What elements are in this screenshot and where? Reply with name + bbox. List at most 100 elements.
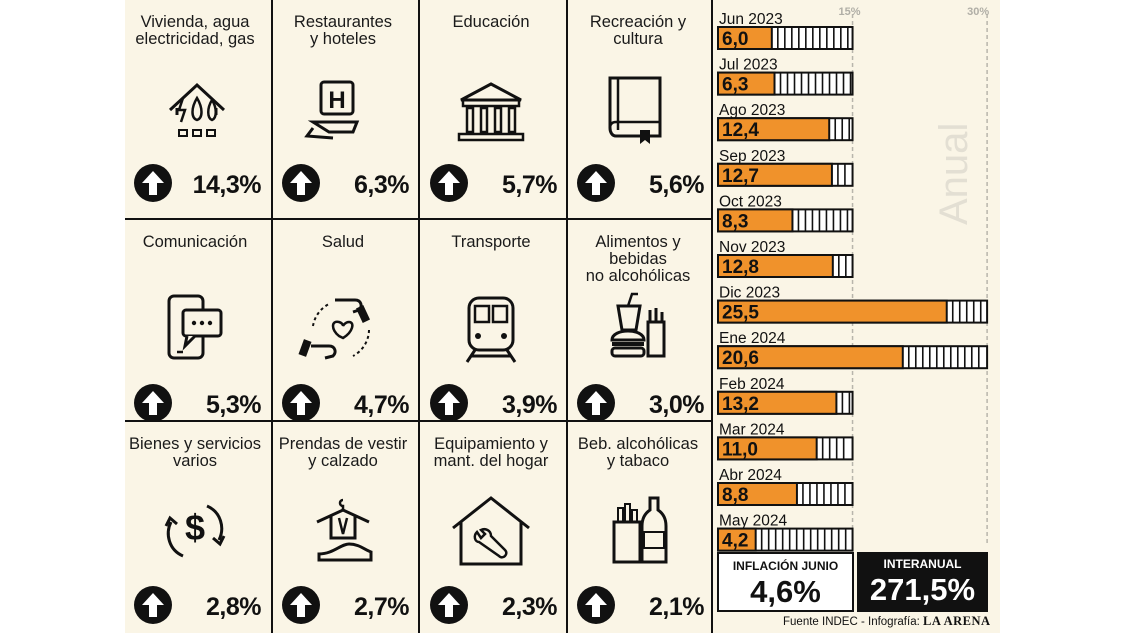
tick-label: 15%	[839, 6, 861, 18]
month-label: Mar 2024	[719, 421, 785, 438]
category-card: Equipamiento y mant. del hogar 2,3%	[421, 422, 561, 627]
bar-track-stripes	[777, 27, 849, 49]
month-label: Oct 2023	[719, 193, 782, 210]
yoy-inflation-value: 271,5%	[869, 572, 976, 607]
category-card: Alimentos y bebidas no alcohólicas 3,0%	[568, 220, 708, 425]
bar	[717, 208, 794, 233]
arrow-up-icon	[134, 164, 172, 202]
arrow-up-icon	[282, 586, 320, 624]
month-label: Abr 2024	[719, 467, 782, 484]
category-title: Equipamiento y mant. del hogar	[433, 435, 549, 470]
month-label: Jun 2023	[719, 11, 783, 28]
category-title: Bienes y servicios varios	[128, 435, 262, 470]
arrow-up-icon	[282, 384, 320, 422]
category-title: Prendas de vestir y calzado	[278, 435, 408, 470]
category-title: Transporte	[451, 233, 531, 251]
category-percentage: 4,7%	[354, 391, 409, 419]
bar-value-label: 12,7	[722, 166, 759, 187]
bar-track-stripes	[821, 437, 845, 460]
anual-side-label: Anual	[932, 123, 976, 225]
june-inflation-label: INFLACIÓN JUNIO	[732, 559, 839, 573]
food-drink-icon	[610, 292, 666, 358]
bar-track-stripes	[779, 72, 852, 95]
source-text: Fuente INDEC - Infografía:	[783, 616, 923, 628]
month-label: Dic 2023	[719, 285, 780, 302]
hotel-icon: H	[304, 80, 360, 140]
tick-label: 30%	[967, 6, 989, 18]
bar-value-label: 25,5	[722, 303, 759, 324]
category-percentage: 5,3%	[206, 391, 261, 419]
anual-text: Anual	[932, 123, 976, 225]
category-card: Educación 5,7%	[421, 0, 561, 205]
category-percentage: 2,7%	[354, 593, 409, 621]
category-percentage: 14,3%	[192, 171, 262, 199]
yoy-inflation-box: INTERANUAL 271,5%	[857, 552, 988, 612]
arrow-up-icon	[577, 384, 615, 422]
yoy-inflation-label: INTERANUAL	[883, 557, 962, 571]
category-title: Salud	[321, 233, 365, 251]
june-inflation-value: 4,6%	[750, 574, 821, 609]
category-card: Comunicación 5,3%	[125, 220, 265, 425]
category-percentage: 5,6%	[649, 171, 704, 199]
bar	[717, 117, 831, 142]
month-label: Sep 2023	[719, 148, 785, 165]
category-percentage: 3,0%	[649, 391, 704, 419]
train-icon	[465, 296, 517, 363]
category-title: Vivienda, agua electricidad, gas	[135, 13, 255, 48]
bar	[717, 26, 773, 50]
bar-track-stripes	[907, 346, 980, 369]
bar-value-label: 6,3	[722, 75, 748, 96]
bottle-cigarettes-icon	[612, 496, 668, 564]
category-card: Bienes y servicios varios $2,8%	[125, 422, 265, 627]
grid-divider-vertical	[711, 0, 713, 633]
arrow-up-icon	[577, 164, 615, 202]
month-label: May 2024	[719, 513, 787, 530]
category-percentage: 2,1%	[649, 593, 704, 621]
arrow-up-icon	[134, 384, 172, 422]
school-building-icon	[457, 82, 525, 142]
month-label: Feb 2024	[719, 376, 785, 393]
svg-text:H: H	[328, 87, 345, 114]
bar-track-stripes	[760, 528, 847, 551]
bar-track-stripes	[838, 255, 847, 277]
bar-value-label: 12,4	[722, 120, 759, 141]
category-percentage: 2,3%	[502, 593, 557, 621]
bar	[717, 71, 776, 96]
bar-track-stripes	[837, 163, 846, 186]
arrow-up-icon	[134, 586, 172, 624]
arrow-up-icon	[282, 164, 320, 202]
svg-text:$: $	[185, 507, 205, 548]
source-credit: Fuente INDEC - Infografía: LA ARENA	[783, 614, 991, 629]
bar-track-stripes	[951, 300, 982, 323]
bar-value-label: 13,2	[722, 394, 759, 415]
category-card: Restaurantes y hoteles H 6,3%	[273, 0, 413, 205]
month-label: Ago 2023	[719, 102, 785, 119]
bar	[717, 436, 818, 461]
clothing-shoe-icon	[316, 498, 373, 562]
health-hands-heart-icon	[298, 298, 371, 360]
arrow-up-icon	[430, 384, 468, 422]
month-label: Nov 2023	[719, 239, 785, 256]
bar-value-label: 11,0	[722, 439, 758, 460]
dollar-exchange-icon: $	[164, 504, 226, 558]
arrow-up-icon	[430, 586, 468, 624]
bar	[717, 254, 834, 278]
category-card: Vivienda, agua electricidad, gas 14,3%	[125, 0, 265, 205]
grid-divider-vertical	[418, 0, 420, 633]
category-title: Beb. alcohólicas y tabaco	[577, 435, 699, 470]
category-percentage: 2,8%	[206, 593, 261, 621]
bar	[717, 482, 798, 506]
month-label: Jul 2023	[719, 57, 778, 74]
category-title: Recreación y cultura	[589, 13, 687, 48]
category-title: Restaurantes y hoteles	[293, 13, 393, 48]
arrow-up-icon	[577, 586, 615, 624]
category-card: Transporte 3,9%	[421, 220, 561, 425]
grid-divider-horizontal	[125, 420, 711, 422]
june-inflation-box: INFLACIÓN JUNIO 4,6%	[717, 552, 854, 612]
category-title: Alimentos y bebidas no alcohólicas	[585, 233, 691, 285]
bar	[717, 527, 757, 552]
grid-divider-horizontal	[125, 218, 711, 220]
category-title: Educación	[452, 13, 530, 31]
bar-track-stripes	[802, 483, 846, 505]
